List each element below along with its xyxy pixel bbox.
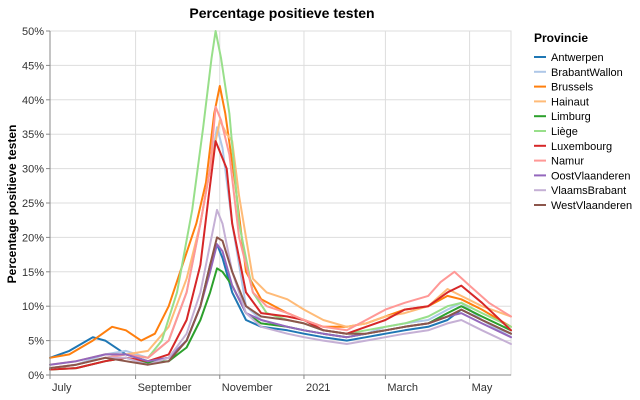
y-tick-label: 35% [22,129,44,141]
series-line-luxembourg [49,140,512,371]
x-tick-label: 2021 [306,382,330,394]
legend-item-label: VlaamsBrabant [551,185,626,197]
y-tick-label: 40% [22,95,44,107]
legend-item-label: Hainaut [551,96,589,108]
series-line-oostvlaanderen [49,243,512,366]
y-tick-label: 25% [22,198,44,210]
series-line-vlaamsbrabant [49,208,512,370]
y-tick-label: 50% [22,26,44,38]
x-axis: July September November 2021 March May [49,374,511,394]
y-tick-label: 15% [22,267,44,279]
legend-item-label: WestVlaanderen [551,200,632,212]
series-line-westvlaanderen [49,236,512,370]
y-tick-label: 30% [22,164,44,176]
x-tick-label: November [222,382,273,394]
legend-item-label: Limburg [551,111,591,123]
legend-item-label: Liège [551,126,578,138]
legend-item-label: Brussels [551,82,594,94]
y-tick-label: 45% [22,60,44,72]
x-tick-label: September [138,382,192,394]
legend-item-label: Namur [551,156,584,168]
series-line-antwerpen [49,243,512,363]
legend-item-label: Luxembourg [551,141,612,153]
plot-lines [49,30,512,371]
x-tick-label: May [472,382,493,394]
legend-title: Provincie [534,31,588,45]
series-line-hainaut [49,119,512,366]
legend-item-label: OostVlaanderen [551,170,631,182]
grid [49,30,512,376]
y-tick-label: 10% [22,301,44,313]
series-line-liège [49,30,512,370]
legend-item-label: BrabantWallon [551,67,623,79]
x-tick-label: March [387,382,418,394]
series-line-namur [49,105,512,370]
chart-title: Percentage positieve testen [189,5,374,21]
y-axis: 0% 5% 10% 15% 20% 25% 30% 35% 40% 45% 50% [22,26,51,382]
y-tick-label: 20% [22,232,44,244]
legend: Provincie Antwerpen BrabantWallon Brussels… [534,31,632,212]
legend-item-label: Antwerpen [551,52,604,64]
y-tick-label: 5% [28,336,44,348]
y-tick-label: 0% [28,370,44,382]
y-axis-title: Percentage positieve testen [5,125,19,284]
x-tick-label: July [52,382,72,394]
